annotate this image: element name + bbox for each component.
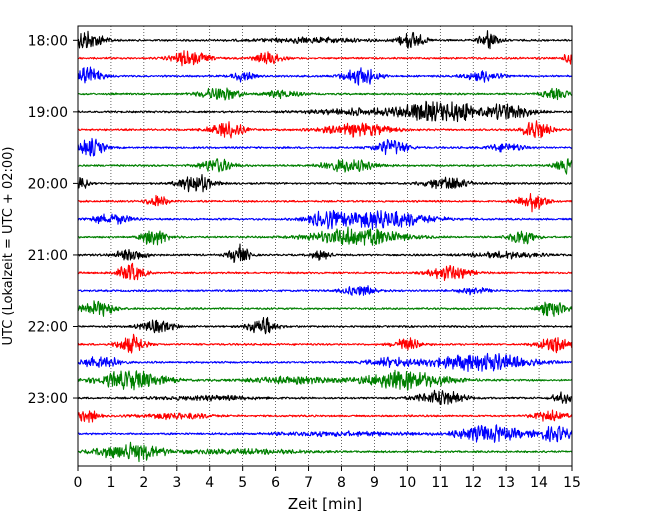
y-tick-label-2300: 23:00 bbox=[28, 391, 68, 407]
x-tick-label-7: 7 bbox=[304, 475, 313, 491]
y-axis-label: UTC (Lokalzeit = UTC + 02:00) bbox=[1, 147, 16, 346]
seismogram-traces bbox=[77, 30, 573, 463]
x-tick-label-1: 1 bbox=[106, 475, 115, 491]
trace-2045 bbox=[77, 226, 573, 246]
trace-2200 bbox=[77, 316, 573, 335]
trace-2015 bbox=[77, 193, 573, 213]
x-tick-label-3: 3 bbox=[172, 475, 181, 491]
vertical-gridlines bbox=[110, 26, 540, 466]
trace-1945 bbox=[77, 158, 573, 175]
trace-2000 bbox=[77, 174, 573, 193]
trace-1800 bbox=[77, 30, 573, 50]
x-tick-label-14: 14 bbox=[530, 475, 548, 491]
y-tick-label-1900: 19:00 bbox=[28, 105, 68, 121]
x-tick-label-5: 5 bbox=[238, 475, 247, 491]
x-tick-label-9: 9 bbox=[370, 475, 379, 491]
x-tick-label-2: 2 bbox=[139, 475, 148, 491]
x-tick-label-10: 10 bbox=[398, 475, 416, 491]
y-tick-label-2200: 22:00 bbox=[28, 319, 68, 335]
x-tick-label-11: 11 bbox=[431, 475, 449, 491]
x-tick-label-8: 8 bbox=[337, 475, 346, 491]
x-axis-label: Zeit [min] bbox=[288, 495, 362, 513]
trace-2145 bbox=[77, 300, 573, 317]
x-tick-label-12: 12 bbox=[464, 475, 482, 491]
trace-1930 bbox=[77, 137, 573, 157]
y-tick-label-2100: 21:00 bbox=[28, 248, 68, 264]
x-tick-label-0: 0 bbox=[74, 475, 83, 491]
x-tick-label-6: 6 bbox=[271, 475, 280, 491]
x-tick-label-15: 15 bbox=[563, 475, 581, 491]
trace-2300 bbox=[77, 389, 573, 406]
y-tick-label-2000: 20:00 bbox=[28, 176, 68, 192]
trace-1845 bbox=[77, 87, 573, 101]
trace-2030 bbox=[77, 209, 573, 230]
trace-2345 bbox=[77, 441, 573, 463]
trace-2215 bbox=[77, 333, 573, 354]
y-axis-ticks: 18:00 19:00 20:00 21:00 22:00 23:00 bbox=[28, 33, 78, 407]
trace-1900 bbox=[77, 100, 573, 123]
plot-frame bbox=[77, 25, 573, 467]
y-tick-label-1800: 18:00 bbox=[28, 33, 68, 49]
x-tick-label-4: 4 bbox=[205, 475, 214, 491]
trace-1915 bbox=[77, 120, 573, 139]
trace-2130 bbox=[77, 285, 573, 296]
trace-1830 bbox=[77, 66, 573, 86]
trace-2330 bbox=[77, 424, 573, 443]
trace-2230 bbox=[77, 352, 573, 372]
trace-2115 bbox=[77, 262, 573, 281]
trace-2100 bbox=[77, 243, 573, 264]
x-tick-label-13: 13 bbox=[497, 475, 515, 491]
trace-2245 bbox=[77, 369, 573, 391]
x-axis-ticks: 0 1 2 3 4 5 6 7 8 9 10 11 12 13 14 15 bbox=[74, 466, 581, 491]
trace-1815 bbox=[77, 50, 573, 67]
trace-2315 bbox=[77, 409, 573, 423]
